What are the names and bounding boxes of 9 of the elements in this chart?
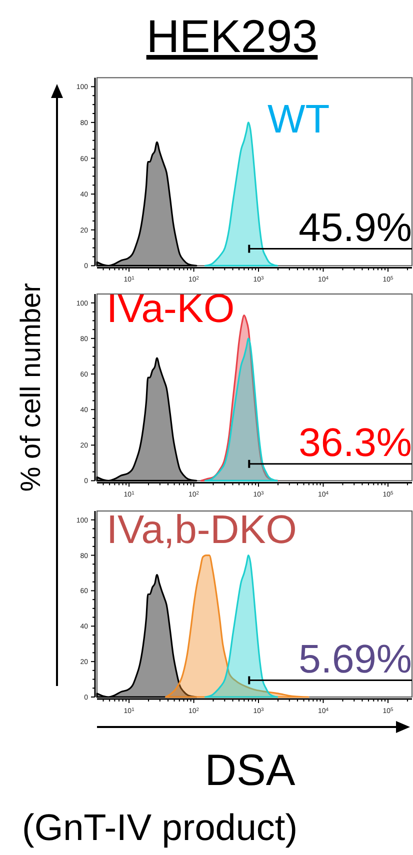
text: WT [268, 98, 330, 142]
x-axis-title: DSA (GnT-IV product) [22, 746, 298, 848]
chart-title: HEK293 [146, 10, 318, 62]
chart-subtitle: IVa,b-DKO [106, 508, 297, 552]
annotation: 45.9% [298, 206, 412, 250]
y-axis-title: % of cell number [15, 283, 46, 492]
annotation: 36.3% [298, 420, 412, 465]
chart-subtitle: IVa-KO [106, 287, 235, 331]
annotation: 5.69% [298, 637, 412, 682]
